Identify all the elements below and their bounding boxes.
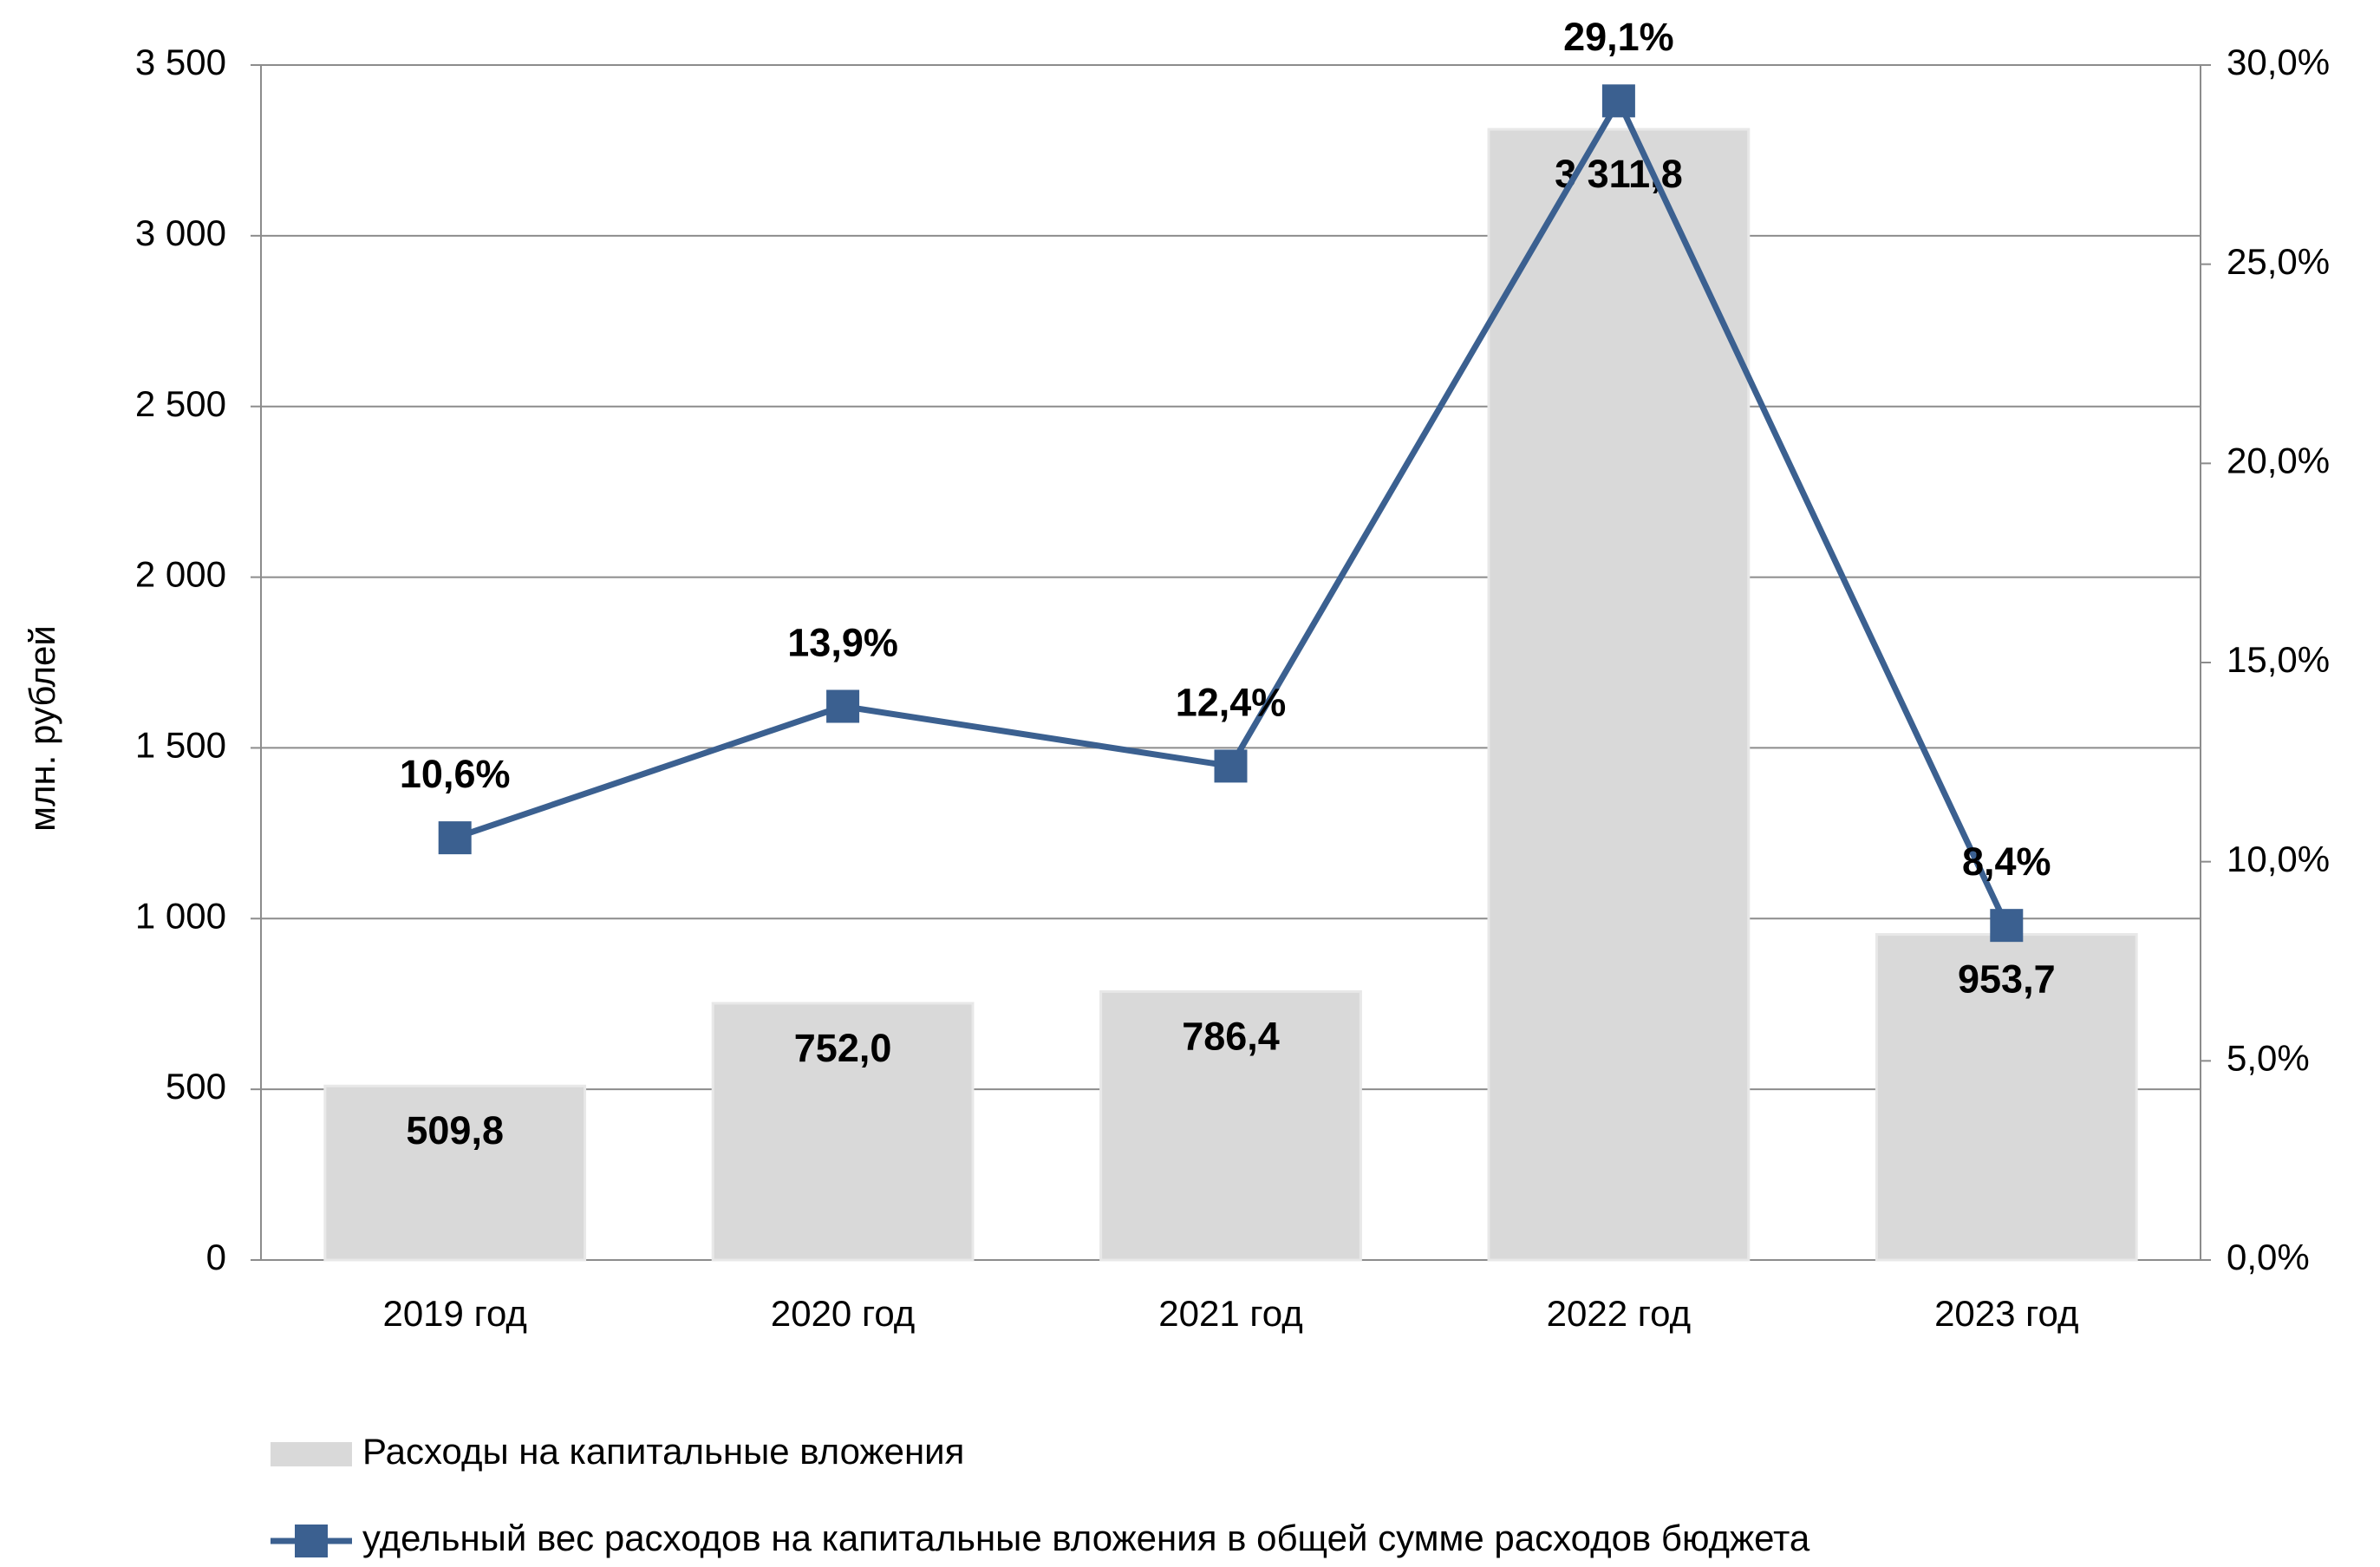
y-tick-label: 0 xyxy=(206,1237,226,1277)
bar xyxy=(323,1084,587,1262)
y-tick-label: 1 000 xyxy=(135,895,226,936)
data-label: 10,6% xyxy=(400,752,511,796)
bar xyxy=(1875,933,2138,1262)
y-tick-label: 500 xyxy=(166,1066,226,1107)
data-label: 752,0 xyxy=(794,1026,892,1070)
y2-tick-label: 0,0% xyxy=(2227,1237,2310,1277)
y2-tick-label: 25,0% xyxy=(2227,241,2330,282)
x-tick-label: 2019 год xyxy=(382,1293,526,1334)
y2-tick-label: 10,0% xyxy=(2227,839,2330,879)
y-tick-label: 3 500 xyxy=(135,42,226,82)
legend-marker xyxy=(295,1525,328,1557)
y-tick-label: 1 500 xyxy=(135,725,226,766)
data-label: 12,4% xyxy=(1176,680,1287,724)
marker xyxy=(438,821,472,855)
y2-tick-label: 30,0% xyxy=(2227,42,2330,82)
line xyxy=(453,94,2010,927)
data-label: 29,1% xyxy=(1563,15,1674,59)
y-axis-label: млн. рублей xyxy=(22,625,62,832)
y-tick-label: 3 000 xyxy=(135,212,226,253)
x-tick-label: 2021 год xyxy=(1158,1293,1302,1334)
marker xyxy=(1601,84,1635,118)
x-tick-label: 2022 год xyxy=(1547,1293,1691,1334)
data-label: 786,4 xyxy=(1182,1014,1280,1058)
bar xyxy=(1487,127,1751,1262)
x-tick-label: 2023 год xyxy=(1934,1293,2078,1334)
y2-tick-label: 20,0% xyxy=(2227,440,2330,480)
legend-swatch xyxy=(271,1442,352,1466)
legend-label: удельный вес расходов на капитальные вло… xyxy=(362,1518,1810,1558)
y-tick-label: 2 500 xyxy=(135,383,226,424)
bar xyxy=(711,1002,975,1262)
x-tick-label: 2020 год xyxy=(771,1293,915,1334)
marker xyxy=(826,689,860,723)
bar xyxy=(1099,989,1362,1262)
y2-tick-label: 15,0% xyxy=(2227,639,2330,680)
y2-tick-label: 5,0% xyxy=(2227,1037,2310,1078)
legend-label: Расходы на капитальные вложения xyxy=(362,1431,964,1472)
marker xyxy=(1990,909,2024,943)
data-label: 8,4% xyxy=(1962,839,2051,884)
data-label: 13,9% xyxy=(787,620,898,664)
data-label: 509,8 xyxy=(406,1108,504,1152)
marker xyxy=(1214,749,1248,783)
y-tick-label: 2 000 xyxy=(135,554,226,595)
data-label: 953,7 xyxy=(1958,957,2056,1001)
